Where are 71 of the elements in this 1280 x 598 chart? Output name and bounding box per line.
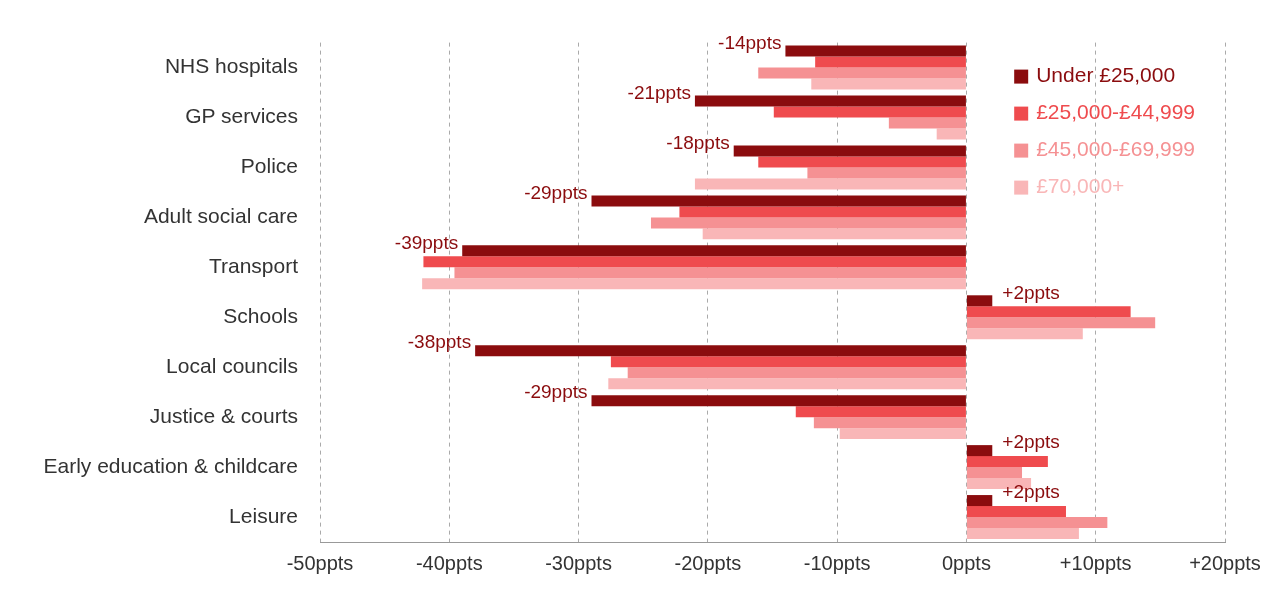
bar (454, 267, 966, 279)
data-label: -29ppts (524, 181, 588, 203)
y-tick-label: Early education & childcare (43, 453, 298, 477)
bar (462, 245, 966, 257)
bar (813, 417, 966, 429)
x-tick-label: -10ppts (803, 551, 871, 574)
data-label: -29ppts (524, 381, 588, 403)
bar (694, 178, 966, 190)
bar (966, 317, 1156, 329)
legend-label: £25,000-£44,999 (1036, 100, 1195, 124)
data-label: +2ppts (1002, 431, 1060, 453)
bar (650, 217, 966, 229)
bar (795, 406, 966, 418)
bar (839, 428, 966, 440)
bar (423, 256, 966, 268)
y-tick-label: Leisure (229, 503, 298, 527)
bar (807, 167, 966, 179)
bar (966, 467, 1023, 479)
y-tick-label: Schools (223, 304, 298, 328)
y-tick-label: Transport (208, 254, 299, 278)
bar (758, 156, 966, 168)
legend-label: £70,000+ (1036, 174, 1125, 198)
bar (702, 228, 966, 240)
bar (758, 67, 966, 79)
bar (733, 145, 966, 157)
bar (785, 45, 966, 57)
x-tick-label: 0ppts (941, 551, 991, 574)
x-tick-label: -50ppts (286, 551, 354, 574)
bar (966, 517, 1108, 529)
bar (966, 456, 1048, 468)
bar (966, 295, 993, 307)
bar (966, 328, 1083, 340)
bar (679, 206, 966, 218)
y-tick-label: Local councils (166, 354, 298, 378)
x-tick-label: +10ppts (1059, 551, 1132, 574)
y-tick-label: GP services (185, 104, 298, 128)
legend-label: £45,000-£69,999 (1036, 137, 1195, 161)
y-tick-label: Police (240, 154, 298, 178)
data-label: -18ppts (666, 131, 730, 153)
bar (966, 495, 993, 507)
bar (627, 367, 966, 379)
bar (815, 56, 966, 68)
legend-label: Under £25,000 (1036, 63, 1176, 87)
y-tick-label: Adult social care (143, 204, 298, 228)
data-label: -14ppts (718, 31, 782, 53)
y-tick-label: NHS hospitals (164, 54, 298, 78)
bar (610, 356, 966, 368)
bar (966, 528, 1079, 539)
bar (773, 106, 966, 118)
y-tick-label: Justice & courts (149, 403, 298, 427)
data-label: +2ppts (1002, 481, 1060, 503)
bar (591, 195, 966, 207)
bar (422, 278, 966, 290)
bar (591, 395, 966, 407)
bar (966, 445, 993, 457)
bar (694, 95, 966, 107)
bar (608, 378, 966, 390)
x-tick-label: +20ppts (1189, 551, 1261, 574)
bar (475, 345, 966, 357)
x-tick-label: -30ppts (545, 551, 612, 574)
bar (888, 117, 966, 129)
bar (966, 506, 1066, 518)
data-label: +2ppts (1002, 281, 1060, 303)
x-tick-label: -20ppts (674, 551, 742, 574)
bar (936, 128, 966, 140)
bar (811, 78, 966, 90)
bar (966, 306, 1131, 318)
data-label: -39ppts (394, 231, 459, 253)
data-label: -38ppts (407, 331, 472, 353)
x-tick-label: -40ppts (415, 551, 483, 574)
data-label: -21ppts (627, 81, 691, 103)
